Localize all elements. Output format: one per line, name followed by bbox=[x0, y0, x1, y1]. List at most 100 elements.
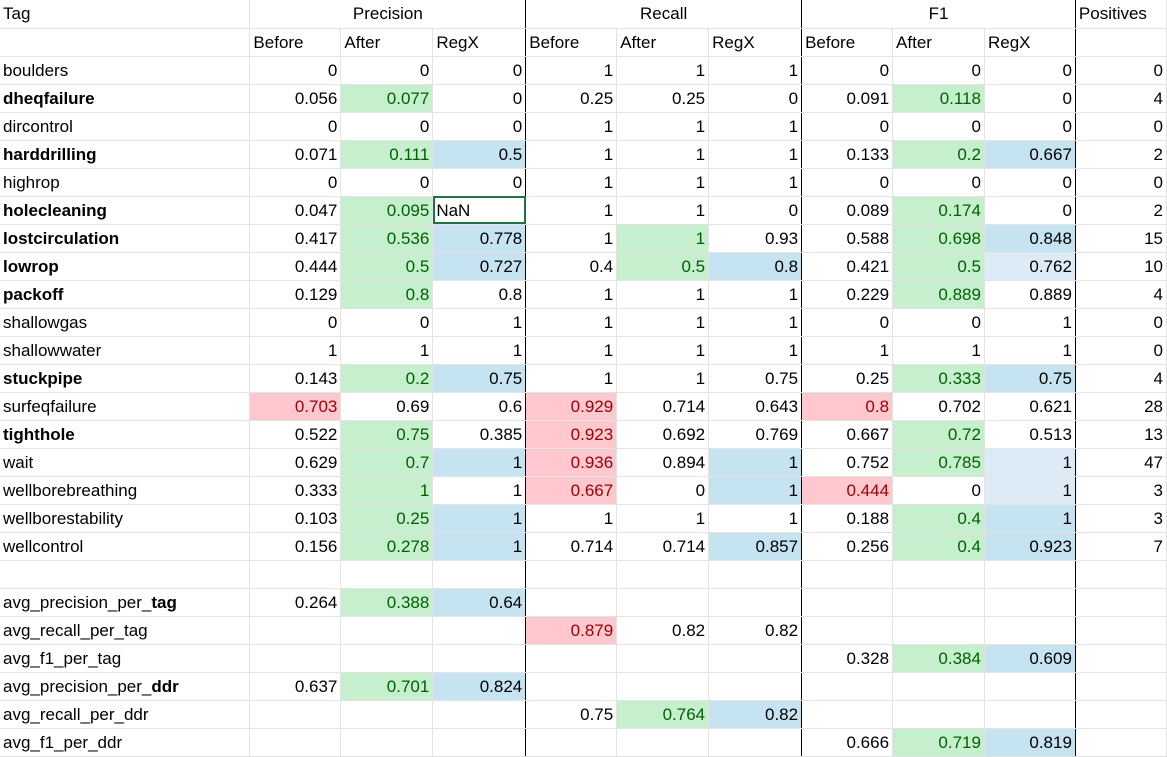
tag-cell[interactable]: wellborebreathing bbox=[0, 476, 251, 505]
positives-cell[interactable]: 3 bbox=[1075, 504, 1167, 533]
f1-after-cell[interactable]: 0.785 bbox=[892, 448, 985, 477]
precision-before-cell[interactable]: 0.056 bbox=[249, 84, 342, 113]
precision-regx-cell[interactable]: 1 bbox=[432, 336, 527, 365]
positives-cell[interactable]: 7 bbox=[1075, 532, 1167, 561]
f1-regx-cell[interactable]: 0 bbox=[984, 196, 1076, 225]
positives-cell[interactable]: 2 bbox=[1075, 196, 1167, 225]
tag-cell[interactable]: tighthole bbox=[0, 420, 251, 449]
f1-before-cell[interactable]: 1 bbox=[801, 336, 894, 365]
f1-regx-cell[interactable]: 1 bbox=[984, 308, 1076, 337]
recall-after-cell[interactable] bbox=[616, 672, 710, 701]
recall-before-cell[interactable]: 1 bbox=[525, 56, 618, 85]
precision-before-cell[interactable]: 0.417 bbox=[249, 224, 342, 253]
f1-after-header[interactable]: After bbox=[892, 28, 985, 57]
precision-after-cell[interactable]: 0.701 bbox=[340, 672, 434, 701]
f1-regx-cell[interactable]: 1 bbox=[984, 448, 1076, 477]
precision-after-cell[interactable] bbox=[340, 644, 434, 673]
f1-regx-cell[interactable]: 0.513 bbox=[984, 420, 1076, 449]
f1-after-cell[interactable]: 0.118 bbox=[892, 84, 985, 113]
precision-after-cell[interactable]: 0.536 bbox=[340, 224, 434, 253]
f1-before-cell[interactable] bbox=[801, 616, 894, 645]
precision-before-cell[interactable]: 0.143 bbox=[249, 364, 342, 393]
precision-after-cell[interactable]: 0 bbox=[340, 168, 434, 197]
precision-regx-cell[interactable]: 0.64 bbox=[432, 588, 527, 617]
f1-before-cell[interactable] bbox=[801, 672, 894, 701]
precision-after-header[interactable]: After bbox=[340, 28, 434, 57]
precision-before-cell[interactable]: 0 bbox=[249, 308, 342, 337]
f1-before-cell[interactable]: 0.588 bbox=[801, 224, 894, 253]
precision-regx-cell[interactable]: 0.6 bbox=[432, 392, 527, 421]
recall-regx-header[interactable]: RegX bbox=[708, 28, 803, 57]
f1-after-cell[interactable] bbox=[892, 672, 985, 701]
f1-after-cell[interactable]: 0.4 bbox=[892, 532, 985, 561]
blank-cell[interactable] bbox=[340, 560, 434, 589]
tag-cell[interactable]: boulders bbox=[0, 56, 251, 85]
blank-cell[interactable] bbox=[984, 560, 1076, 589]
blank-cell[interactable] bbox=[525, 560, 618, 589]
positives-cell[interactable]: 4 bbox=[1075, 280, 1167, 309]
f1-after-cell[interactable]: 0 bbox=[892, 308, 985, 337]
precision-regx-cell[interactable]: 1 bbox=[432, 308, 527, 337]
precision-before-cell[interactable]: 0 bbox=[249, 56, 342, 85]
tag-cell[interactable]: surfeqfailure bbox=[0, 392, 251, 421]
f1-header[interactable]: F1 bbox=[801, 0, 1076, 29]
f1-before-cell[interactable]: 0.421 bbox=[801, 252, 894, 281]
f1-regx-cell[interactable]: 0.923 bbox=[984, 532, 1076, 561]
positives-cell[interactable]: 4 bbox=[1075, 364, 1167, 393]
positives-cell[interactable]: 4 bbox=[1075, 84, 1167, 113]
recall-after-header[interactable]: After bbox=[616, 28, 710, 57]
tag-cell[interactable]: harddrilling bbox=[0, 140, 251, 169]
precision-regx-cell[interactable]: 1 bbox=[432, 476, 527, 505]
precision-before-cell[interactable]: 0.629 bbox=[249, 448, 342, 477]
tag-cell[interactable]: lowrop bbox=[0, 252, 251, 281]
recall-regx-cell[interactable] bbox=[708, 672, 803, 701]
tag-cell[interactable]: dheqfailure bbox=[0, 84, 251, 113]
tag-cell[interactable]: holecleaning bbox=[0, 196, 251, 225]
recall-after-cell[interactable]: 1 bbox=[616, 364, 710, 393]
f1-regx-header[interactable]: RegX bbox=[984, 28, 1076, 57]
recall-after-cell[interactable]: 0.82 bbox=[616, 616, 710, 645]
recall-before-cell[interactable]: 1 bbox=[525, 112, 618, 141]
positives-cell[interactable] bbox=[1075, 672, 1167, 701]
recall-regx-cell[interactable]: 0.82 bbox=[708, 700, 803, 729]
recall-before-cell[interactable]: 0.936 bbox=[525, 448, 618, 477]
f1-regx-cell[interactable]: 0 bbox=[984, 84, 1076, 113]
precision-regx-cell[interactable]: 0 bbox=[432, 168, 527, 197]
f1-before-cell[interactable]: 0 bbox=[801, 56, 894, 85]
recall-before-cell[interactable]: 0.923 bbox=[525, 420, 618, 449]
f1-before-cell[interactable] bbox=[801, 588, 894, 617]
f1-regx-cell[interactable]: 0 bbox=[984, 56, 1076, 85]
precision-after-cell[interactable]: 0 bbox=[340, 56, 434, 85]
recall-regx-cell[interactable]: 0 bbox=[708, 84, 803, 113]
precision-before-cell[interactable] bbox=[249, 616, 342, 645]
f1-after-cell[interactable] bbox=[892, 588, 985, 617]
recall-regx-cell[interactable]: 1 bbox=[708, 336, 803, 365]
f1-after-cell[interactable]: 0.702 bbox=[892, 392, 985, 421]
recall-regx-cell[interactable] bbox=[708, 644, 803, 673]
recall-before-cell[interactable]: 1 bbox=[525, 168, 618, 197]
f1-after-cell[interactable]: 0.72 bbox=[892, 420, 985, 449]
recall-regx-cell[interactable]: 0 bbox=[708, 196, 803, 225]
blank-cell[interactable] bbox=[616, 560, 710, 589]
f1-after-cell[interactable]: 0.384 bbox=[892, 644, 985, 673]
precision-before-cell[interactable]: 0.129 bbox=[249, 280, 342, 309]
recall-before-cell[interactable]: 1 bbox=[525, 504, 618, 533]
precision-after-cell[interactable]: 0.7 bbox=[340, 448, 434, 477]
precision-before-cell[interactable]: 0.103 bbox=[249, 504, 342, 533]
positives-cell[interactable] bbox=[1075, 616, 1167, 645]
positives-cell[interactable]: 0 bbox=[1075, 336, 1167, 365]
precision-after-cell[interactable]: 0.388 bbox=[340, 588, 434, 617]
f1-regx-cell[interactable]: 0.819 bbox=[984, 728, 1076, 757]
f1-before-cell[interactable]: 0 bbox=[801, 308, 894, 337]
precision-before-cell[interactable]: 0.333 bbox=[249, 476, 342, 505]
f1-after-cell[interactable]: 0 bbox=[892, 476, 985, 505]
precision-after-cell[interactable]: 0 bbox=[340, 308, 434, 337]
positives-cell[interactable]: 2 bbox=[1075, 140, 1167, 169]
recall-regx-cell[interactable]: 0.643 bbox=[708, 392, 803, 421]
f1-before-cell[interactable]: 0.133 bbox=[801, 140, 894, 169]
f1-before-cell[interactable]: 0.752 bbox=[801, 448, 894, 477]
recall-before-cell[interactable]: 1 bbox=[525, 140, 618, 169]
f1-regx-cell[interactable]: 1 bbox=[984, 504, 1076, 533]
f1-before-cell[interactable]: 0.328 bbox=[801, 644, 894, 673]
f1-before-cell[interactable]: 0.229 bbox=[801, 280, 894, 309]
